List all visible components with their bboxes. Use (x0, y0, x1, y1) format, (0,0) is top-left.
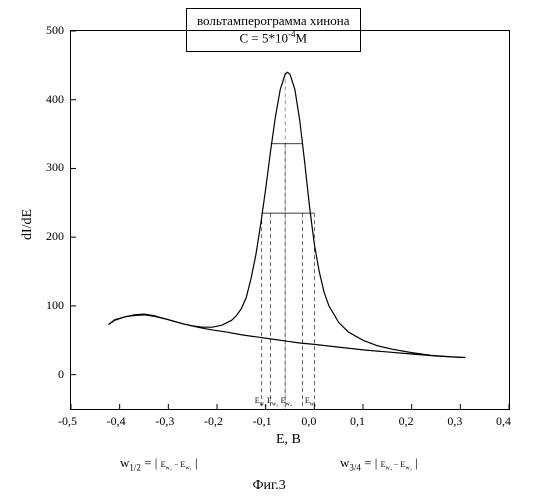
x-axis-label: E, B (276, 432, 301, 448)
y-tick-label: 200 (32, 229, 64, 244)
y-tick-label: 100 (32, 298, 64, 313)
x-tick-label: 0,3 (447, 414, 462, 429)
width-marker-label: Ew₁ (255, 396, 266, 408)
x-tick-label: 0,2 (399, 414, 414, 429)
formula-w-half: w1/2 = | Ew₂ − Ew₁ | (120, 455, 198, 473)
x-tick-label: -0,4 (107, 414, 126, 429)
formula-w-threequarter: w3/4 = | Ew₄ − Ew₃ | (340, 455, 418, 473)
x-tick-label: -0,2 (204, 414, 223, 429)
x-tick-label: -0,5 (58, 414, 77, 429)
x-tick-label: -0,3 (155, 414, 174, 429)
plot-svg (71, 31, 509, 409)
width-marker-label: Ew₃ (267, 396, 278, 408)
width-marker-label: Ew₄ (281, 396, 292, 408)
x-tick-label: 0,4 (496, 414, 511, 429)
y-tick-label: 0 (32, 367, 64, 382)
x-tick-label: 0,0 (301, 414, 316, 429)
legend-line1: вольтамперограмма хинона (197, 13, 350, 29)
y-tick-label: 300 (32, 160, 64, 175)
x-tick-label: -0,1 (253, 414, 272, 429)
y-tick-label: 500 (32, 23, 64, 38)
figure-caption: Фиг.3 (253, 478, 286, 494)
x-tick-label: 0,1 (350, 414, 365, 429)
width-marker-label: Ew₂ (305, 396, 316, 408)
plot-area (70, 30, 510, 410)
figure-container: вольтамперограмма хинона C = 5*10-4M dI/… (0, 0, 549, 500)
y-tick-label: 400 (32, 92, 64, 107)
